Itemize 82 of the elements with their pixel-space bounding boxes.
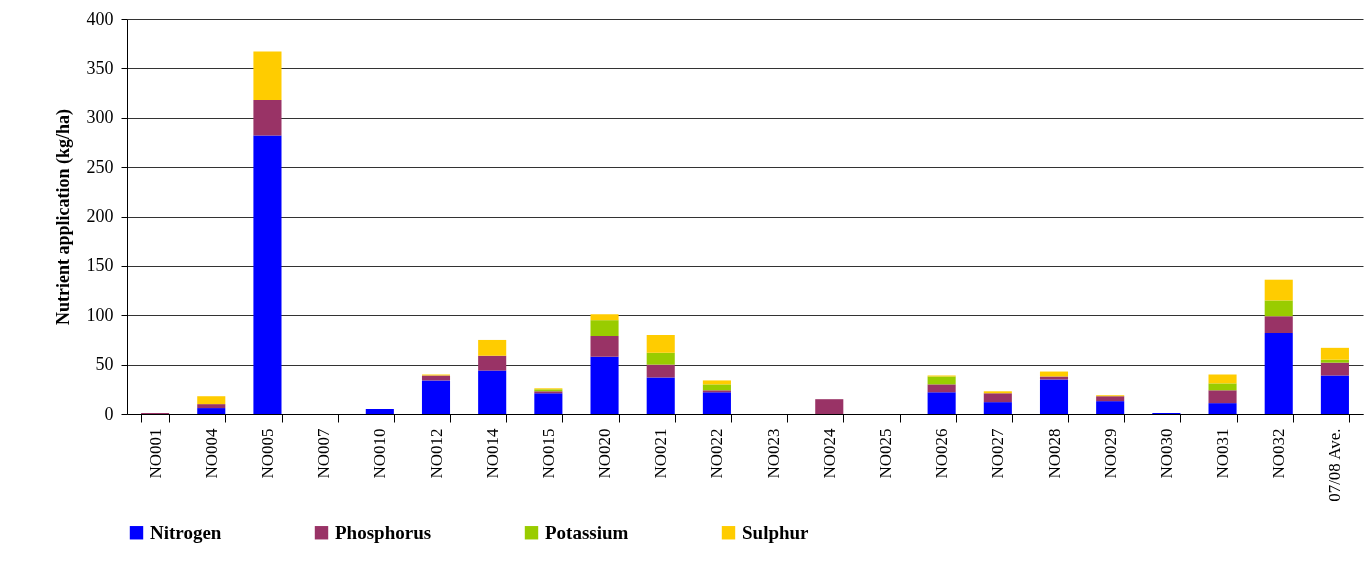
bar bbox=[534, 393, 563, 414]
bar bbox=[421, 375, 451, 381]
bar bbox=[1039, 379, 1069, 414]
bar bbox=[1320, 375, 1349, 414]
y-tick-label: 0 bbox=[104, 403, 114, 424]
bar bbox=[927, 384, 956, 393]
bar bbox=[1039, 376, 1069, 380]
bar bbox=[590, 314, 619, 321]
bar bbox=[590, 356, 619, 414]
x-tick-label: NO030 bbox=[1156, 428, 1176, 479]
legend-label: Nitrogen bbox=[150, 521, 222, 543]
bar bbox=[197, 404, 226, 409]
x-tick-label: NO020 bbox=[595, 428, 615, 479]
legend-label: Phosphorus bbox=[335, 521, 432, 543]
x-tick-label: NO028 bbox=[1044, 428, 1064, 479]
bar bbox=[927, 392, 956, 414]
x-tick-label: NO014 bbox=[482, 428, 502, 479]
x-tick-label: NO021 bbox=[651, 428, 671, 479]
legend-label: Potassium bbox=[545, 521, 629, 543]
bar bbox=[1208, 390, 1237, 404]
y-tick-label: 250 bbox=[86, 156, 114, 177]
bar bbox=[1320, 347, 1349, 360]
x-tick-label: NO026 bbox=[932, 428, 952, 479]
x-tick-label: NO001 bbox=[145, 428, 165, 479]
bar bbox=[1208, 403, 1237, 414]
x-tick-label: NO024 bbox=[819, 428, 839, 479]
x-tick-label: NO032 bbox=[1269, 428, 1289, 479]
x-tick-label: NO023 bbox=[763, 428, 783, 479]
bar bbox=[197, 396, 226, 405]
bar bbox=[1264, 279, 1293, 301]
bar bbox=[1264, 333, 1293, 414]
bar bbox=[197, 408, 226, 414]
bar bbox=[421, 380, 451, 414]
bar bbox=[646, 377, 675, 414]
bar bbox=[590, 320, 619, 336]
bar bbox=[1208, 374, 1237, 384]
x-tick-label: NO031 bbox=[1213, 428, 1233, 479]
bar bbox=[478, 370, 507, 414]
y-tick-label: 50 bbox=[95, 354, 114, 375]
bar bbox=[702, 380, 731, 385]
bar bbox=[646, 335, 675, 353]
x-tick-label: NO010 bbox=[370, 428, 390, 479]
y-tick-label: 300 bbox=[86, 107, 114, 128]
x-tick-label: NO025 bbox=[875, 428, 895, 479]
legend-label: Sulphur bbox=[742, 521, 810, 543]
bar bbox=[702, 384, 731, 391]
bar bbox=[1096, 396, 1125, 402]
y-tick-label: 200 bbox=[86, 206, 114, 226]
x-tick-label: NO022 bbox=[707, 428, 727, 479]
bar bbox=[815, 399, 844, 414]
bar bbox=[478, 339, 507, 356]
y-tick-label: 150 bbox=[86, 255, 114, 276]
bar bbox=[983, 393, 1012, 403]
x-tick-label: NO007 bbox=[314, 428, 334, 479]
y-tick-label: 100 bbox=[86, 304, 114, 325]
bar bbox=[365, 409, 394, 414]
bar bbox=[478, 355, 507, 371]
y-tick-label: 350 bbox=[86, 57, 114, 78]
y-tick-label: 400 bbox=[86, 8, 114, 29]
bar bbox=[1320, 362, 1349, 376]
bar bbox=[1320, 359, 1349, 363]
bar bbox=[1264, 316, 1293, 334]
y-axis-title: Nutrient application (kg/ha) bbox=[52, 108, 74, 326]
bar bbox=[1264, 300, 1293, 317]
x-tick-label: NO027 bbox=[988, 428, 1008, 479]
x-tick-label: NO005 bbox=[257, 428, 277, 479]
x-tick-label: NO029 bbox=[1100, 428, 1120, 479]
x-tick-label: 07/08 Ave. bbox=[1325, 428, 1345, 502]
bar bbox=[646, 352, 675, 365]
bar bbox=[646, 364, 675, 378]
bar bbox=[253, 99, 282, 136]
bar bbox=[1096, 401, 1125, 414]
bar bbox=[927, 376, 956, 385]
bar bbox=[983, 402, 1012, 414]
x-tick-label: NO004 bbox=[201, 428, 221, 479]
bar bbox=[702, 392, 731, 414]
bar bbox=[1208, 383, 1237, 391]
x-tick-label: NO015 bbox=[538, 428, 558, 479]
x-tick-label: NO012 bbox=[426, 428, 446, 479]
bar bbox=[590, 335, 619, 357]
bar bbox=[253, 135, 282, 414]
bar bbox=[253, 51, 282, 100]
